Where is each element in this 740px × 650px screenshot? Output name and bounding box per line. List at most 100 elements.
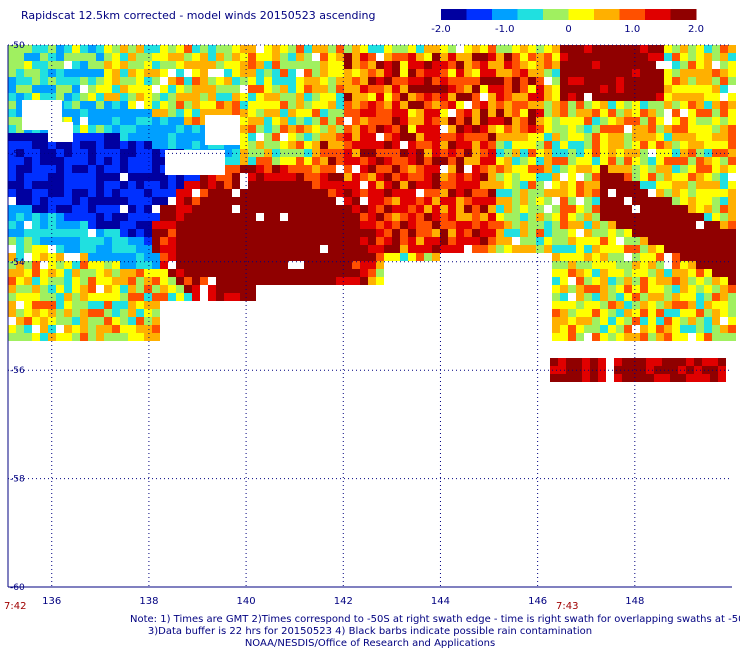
heatmap-cell <box>648 61 656 69</box>
heatmap-cell <box>376 253 384 261</box>
heatmap-cell <box>352 181 360 189</box>
heatmap-cell <box>696 117 704 125</box>
heatmap-cell <box>240 253 248 261</box>
heatmap-cell <box>552 77 560 85</box>
heatmap-cell <box>120 269 128 277</box>
heatmap-cell <box>392 117 400 125</box>
heatmap-cell <box>560 317 568 325</box>
heatmap-cell <box>104 85 112 93</box>
heatmap-cell <box>488 221 496 229</box>
heatmap-cell <box>8 213 16 221</box>
colorbar-swatch <box>645 9 671 20</box>
heatmap-cell <box>656 93 664 101</box>
heatmap-cell <box>560 221 568 229</box>
heatmap-cell <box>464 181 472 189</box>
heatmap-cell <box>272 237 280 245</box>
heatmap-cell <box>216 77 224 85</box>
heatmap-cell <box>152 53 160 61</box>
heatmap-cell <box>16 317 24 325</box>
heatmap-cell <box>88 213 96 221</box>
heatmap-cell <box>656 229 664 237</box>
heatmap-cell <box>216 61 224 69</box>
heatmap-cell <box>296 253 304 261</box>
heatmap-cell <box>576 317 584 325</box>
heatmap-cell <box>552 245 560 253</box>
heatmap-cell <box>200 77 208 85</box>
heatmap-cell <box>152 109 160 117</box>
heatmap-cell <box>232 109 240 117</box>
x-tick-label: 138 <box>139 596 158 607</box>
heatmap-cell <box>336 213 344 221</box>
heatmap-cell <box>56 309 64 317</box>
heatmap-cell <box>224 157 232 165</box>
heatmap-cell <box>568 93 576 101</box>
heatmap-cell <box>264 189 272 197</box>
heatmap-cell <box>640 181 648 189</box>
heatmap-cell <box>328 253 336 261</box>
heatmap-cell <box>592 181 600 189</box>
heatmap-cell <box>560 213 568 221</box>
heatmap-cell <box>120 293 128 301</box>
heatmap-cell <box>464 93 472 101</box>
heatmap-cell <box>224 165 232 173</box>
heatmap-cell <box>120 325 128 333</box>
heatmap-cell <box>64 85 72 93</box>
heatmap-cell <box>328 245 336 253</box>
heatmap-cell <box>598 374 606 382</box>
heatmap-cell <box>264 157 272 165</box>
heatmap-cell <box>160 229 168 237</box>
heatmap-cell <box>248 213 256 221</box>
heatmap-cell <box>608 237 616 245</box>
heatmap-cell <box>312 77 320 85</box>
heatmap-cell <box>256 197 264 205</box>
heatmap-cell <box>32 237 40 245</box>
heatmap-cell <box>256 85 264 93</box>
heatmap-cell <box>624 181 632 189</box>
heatmap-cell <box>104 205 112 213</box>
heatmap-cell <box>640 205 648 213</box>
heatmap-cell <box>680 245 688 253</box>
heatmap-cell <box>136 285 144 293</box>
heatmap-cell <box>712 333 720 341</box>
heatmap-cell <box>456 165 464 173</box>
heatmap-cell <box>336 173 344 181</box>
heatmap-cell <box>488 61 496 69</box>
heatmap-cell <box>544 165 552 173</box>
heatmap-cell <box>648 93 656 101</box>
heatmap-cell <box>120 229 128 237</box>
heatmap-cell <box>128 157 136 165</box>
heatmap-cell <box>456 101 464 109</box>
heatmap-cell <box>536 205 544 213</box>
heatmap-cell <box>384 117 392 125</box>
heatmap-cell <box>584 269 592 277</box>
heatmap-cell <box>600 85 608 93</box>
heatmap-cell <box>272 189 280 197</box>
heatmap-cell <box>216 253 224 261</box>
heatmap-cell <box>88 93 96 101</box>
heatmap-cell <box>560 237 568 245</box>
heatmap-cell <box>592 141 600 149</box>
heatmap-cell <box>552 205 560 213</box>
heatmap-cell <box>184 77 192 85</box>
heatmap-cell <box>160 261 168 269</box>
heatmap-cell <box>128 301 136 309</box>
heatmap-cell <box>64 189 72 197</box>
heatmap-cell <box>608 253 616 261</box>
heatmap-cell <box>536 69 544 77</box>
heatmap-cell <box>112 93 120 101</box>
heatmap-cell <box>720 85 728 93</box>
heatmap-cell <box>296 157 304 165</box>
heatmap-cell <box>480 173 488 181</box>
heatmap-cell <box>176 109 184 117</box>
heatmap-cell <box>56 197 64 205</box>
heatmap-cell <box>528 165 536 173</box>
heatmap-cell <box>144 173 152 181</box>
heatmap-cell <box>128 109 136 117</box>
heatmap-cell <box>568 69 576 77</box>
heatmap-cell <box>400 229 408 237</box>
heatmap-cell <box>664 173 672 181</box>
heatmap-cell <box>624 285 632 293</box>
heatmap-cell <box>208 181 216 189</box>
heatmap-cell <box>512 213 520 221</box>
heatmap-cell <box>584 133 592 141</box>
